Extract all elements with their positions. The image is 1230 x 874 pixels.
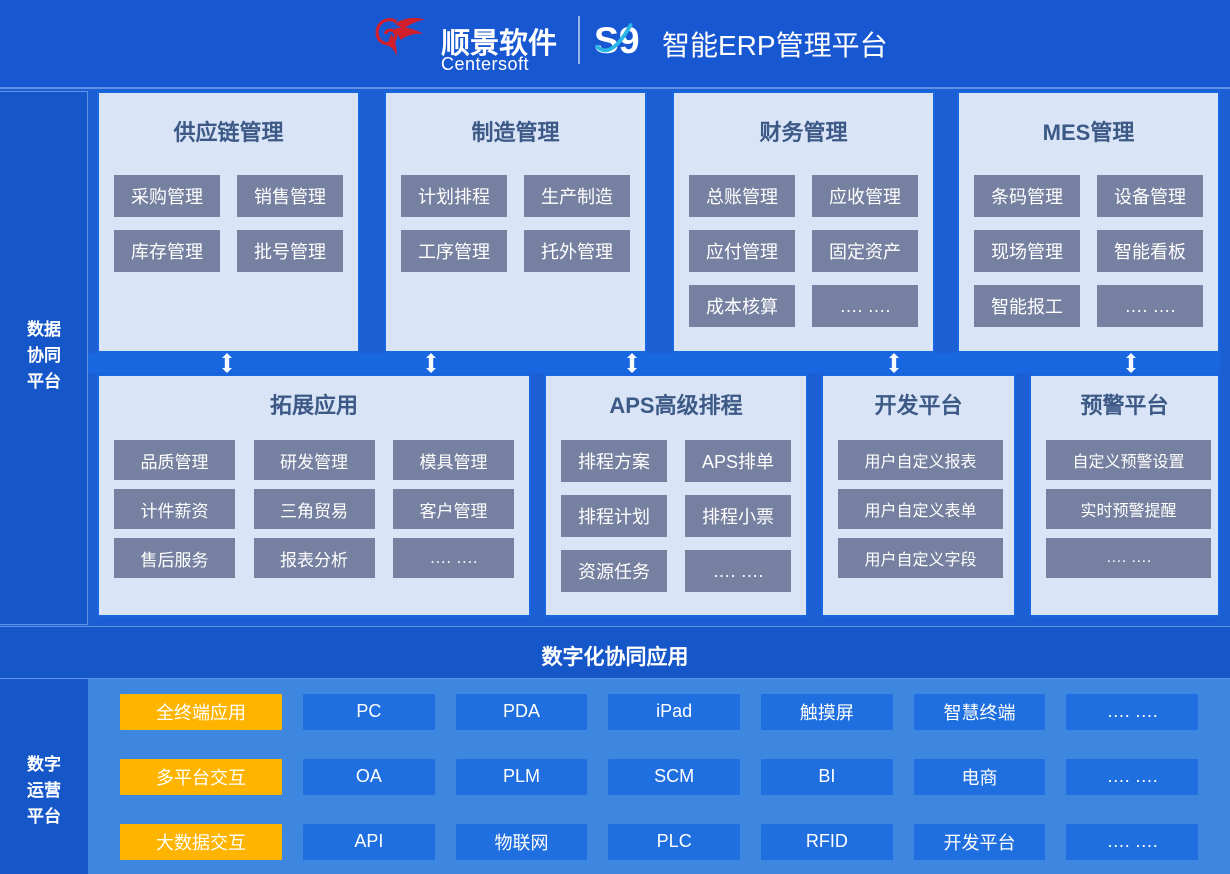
- svg-text:S9: S9: [594, 19, 640, 61]
